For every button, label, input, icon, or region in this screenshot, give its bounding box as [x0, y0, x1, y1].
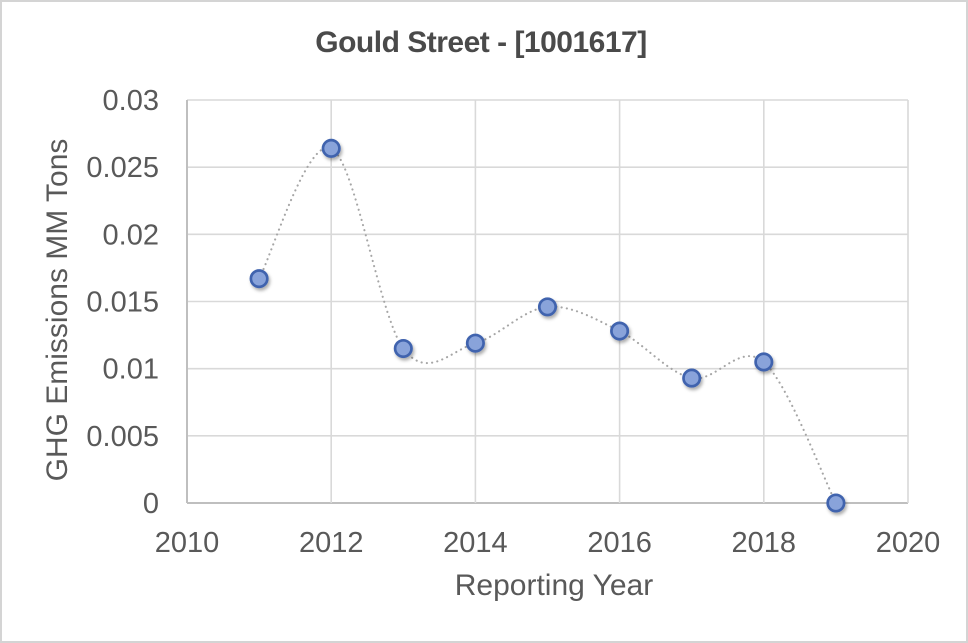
- x-tick-label-2020: 2020: [876, 527, 941, 559]
- data-marker-2015: [537, 297, 558, 317]
- data-marker-2014: [465, 333, 485, 353]
- data-marker-2018: [754, 352, 774, 372]
- y-tick-label-0.01: 0.01: [103, 354, 159, 386]
- y-tick-label-0.02: 0.02: [103, 219, 159, 251]
- y-tick-label-0.03: 0.03: [103, 85, 159, 117]
- data-marker-2019: [826, 493, 846, 513]
- data-marker-2017: [682, 368, 702, 388]
- tick-layer: 0 0.005 0.01 0.015 0.02 0.025 0.03 2010 2012 2014…: [86, 85, 940, 559]
- series-layer: [249, 138, 846, 513]
- x-axis-title: Reporting Year: [454, 569, 654, 602]
- chart-title: Gould Street - [1001617]: [315, 26, 647, 59]
- data-marker-2011: [249, 269, 269, 289]
- y-tick-label-0.015: 0.015: [86, 287, 159, 319]
- x-tick-label-2014: 2014: [443, 527, 508, 559]
- x-tick-label-2016: 2016: [587, 527, 652, 559]
- x-tick-label-2012: 2012: [299, 527, 364, 559]
- data-marker-2012: [321, 138, 341, 158]
- series-dotted-line: [258, 146, 837, 505]
- y-tick-label-0.025: 0.025: [86, 152, 159, 184]
- x-tick-label-2010: 2010: [155, 527, 220, 559]
- x-tick-label-2018: 2018: [732, 527, 797, 559]
- data-marker-2013: [393, 338, 413, 359]
- y-tick-label-0: 0: [143, 488, 159, 520]
- data-marker-2016: [610, 321, 630, 341]
- y-tick-label-0.005: 0.005: [86, 421, 159, 453]
